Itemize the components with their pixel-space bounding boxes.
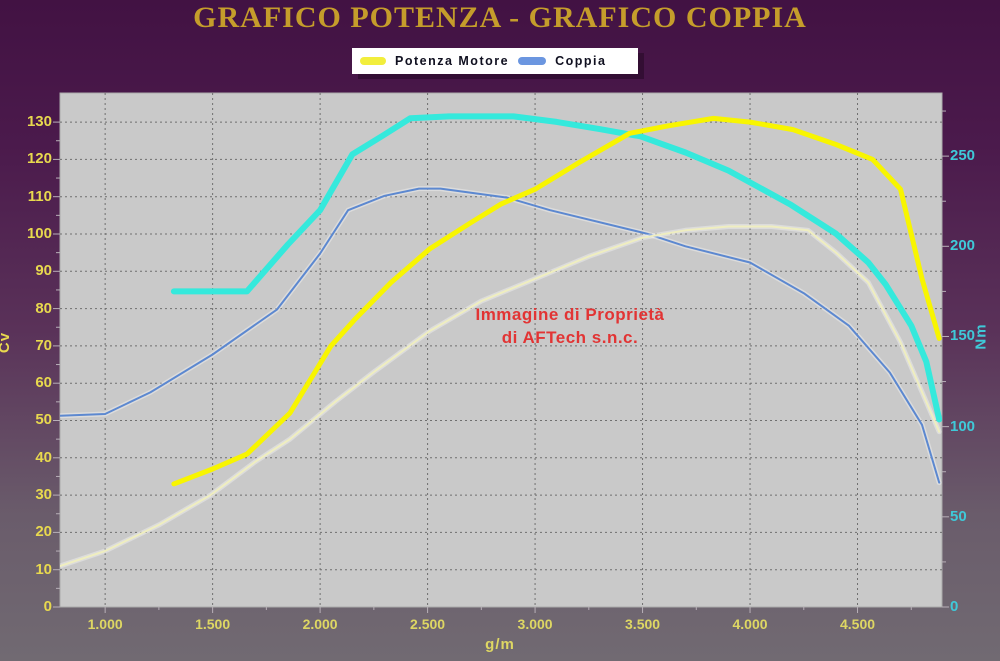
y-right-axis-title: Nm	[972, 323, 990, 350]
y-left-tick-label: 40	[35, 448, 52, 466]
x-tick-label: 4.500	[839, 616, 876, 632]
y-left-tick-label: 130	[26, 113, 52, 131]
x-tick-label: 3.000	[517, 616, 553, 632]
y-left-tick-label: 120	[26, 150, 52, 168]
plot-background	[59, 92, 943, 608]
x-tick-label: 2.500	[410, 616, 446, 632]
y-right-tick-label: 250	[950, 147, 976, 165]
y-left-tick-label: 90	[35, 262, 52, 280]
x-tick-label: 1.000	[87, 616, 123, 632]
y-left-tick-label: 70	[35, 336, 52, 354]
y-left-tick-label: 50	[35, 411, 52, 429]
y-right-tick-label: 150	[950, 327, 976, 345]
x-axis-title: g/m	[485, 636, 515, 653]
coppia-swatch-icon	[518, 57, 547, 65]
y-left-tick-label: 100	[26, 224, 52, 242]
y-right-tick-label: 100	[950, 417, 976, 435]
legend-label-coppia: Coppia	[555, 54, 607, 68]
watermark: Immagine di Proprietà di AFTech s.n.c.	[420, 303, 720, 349]
y-right-tick-label: 200	[950, 237, 976, 255]
potenza-thin-stock-curve	[60, 225, 941, 567]
x-tick-label: 3.500	[625, 616, 661, 632]
page-title: GRAFICO POTENZA - GRAFICO COPPIA	[193, 1, 807, 34]
potenza-motore-thick-curve	[171, 115, 942, 487]
y-left-tick-label: 20	[35, 523, 52, 541]
x-tick-label: 4.000	[732, 616, 768, 632]
legend: Potenza Motore Coppia	[352, 48, 638, 74]
x-tick-label: 1.500	[195, 616, 231, 632]
y-left-tick-label: 0	[43, 598, 52, 615]
y-left-tick-label: 80	[35, 299, 52, 317]
y-left-tick-label: 30	[35, 486, 52, 504]
watermark-line1: Immagine di Proprietà	[475, 305, 665, 324]
coppia-thick-curve	[170, 113, 942, 423]
y-left-tick-label: 60	[35, 374, 52, 392]
y-left-tick-label: 10	[35, 560, 52, 578]
potenza-motore-swatch-icon	[360, 57, 386, 65]
legend-label-potenza: Potenza Motore	[395, 54, 510, 68]
y-right-tick-label: 0	[950, 598, 959, 615]
x-tick-label: 2.000	[302, 616, 338, 632]
y-left-tick-label: 110	[27, 187, 52, 205]
watermark-line2: di AFTech s.n.c.	[501, 328, 639, 347]
y-right-tick-label: 50	[950, 507, 967, 525]
coppia-thin-stock-curve	[60, 187, 941, 484]
